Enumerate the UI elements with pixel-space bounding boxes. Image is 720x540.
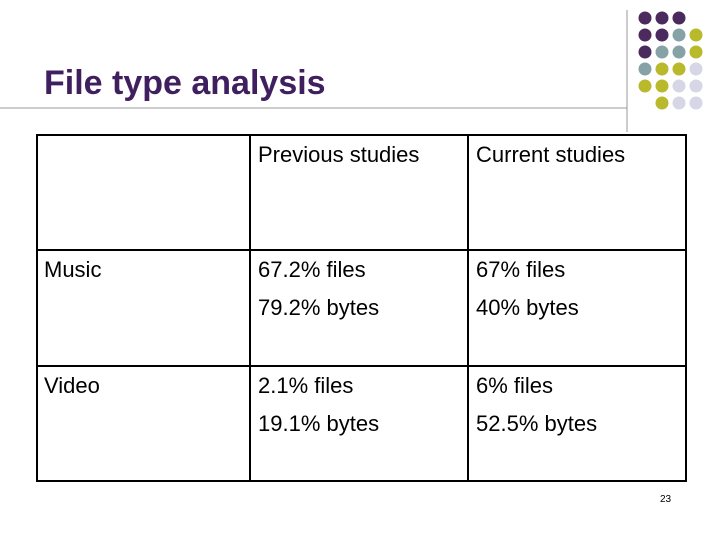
dot: [689, 96, 703, 110]
row-label: Video: [44, 373, 100, 398]
header-cell: Previous studies: [258, 142, 420, 167]
dot: [638, 28, 652, 42]
dot: [672, 96, 686, 110]
row-label: Music: [44, 257, 102, 282]
cell-line: 67.2% files: [258, 257, 366, 282]
dot: [689, 45, 703, 59]
dot: [638, 62, 652, 76]
dot: [672, 28, 686, 42]
cell-line: 2.1% files: [258, 373, 354, 398]
slide-title: File type analysis: [44, 64, 326, 102]
table-border: [36, 134, 687, 482]
dot: [638, 11, 652, 25]
dot-pattern: [638, 11, 703, 110]
dot: [655, 96, 669, 110]
dot: [655, 62, 669, 76]
dot: [672, 79, 686, 93]
dot: [655, 28, 669, 42]
dot: [655, 79, 669, 93]
dot: [672, 45, 686, 59]
cell-line: 79.2% bytes: [258, 295, 380, 320]
dot: [655, 11, 669, 25]
dot: [672, 11, 686, 25]
cell-line: 52.5% bytes: [476, 411, 598, 436]
dot: [689, 79, 703, 93]
header-cell: Current studies: [476, 142, 626, 167]
dot: [672, 62, 686, 76]
dot: [638, 79, 652, 93]
dot: [655, 45, 669, 59]
cell-line: 40% bytes: [476, 295, 579, 320]
page-number: 23: [660, 494, 672, 505]
cell-line: 67% files: [476, 257, 566, 282]
dot: [689, 28, 703, 42]
cell-line: 6% files: [476, 373, 554, 398]
cell-line: 19.1% bytes: [258, 411, 380, 436]
dot: [689, 62, 703, 76]
dot: [638, 45, 652, 59]
